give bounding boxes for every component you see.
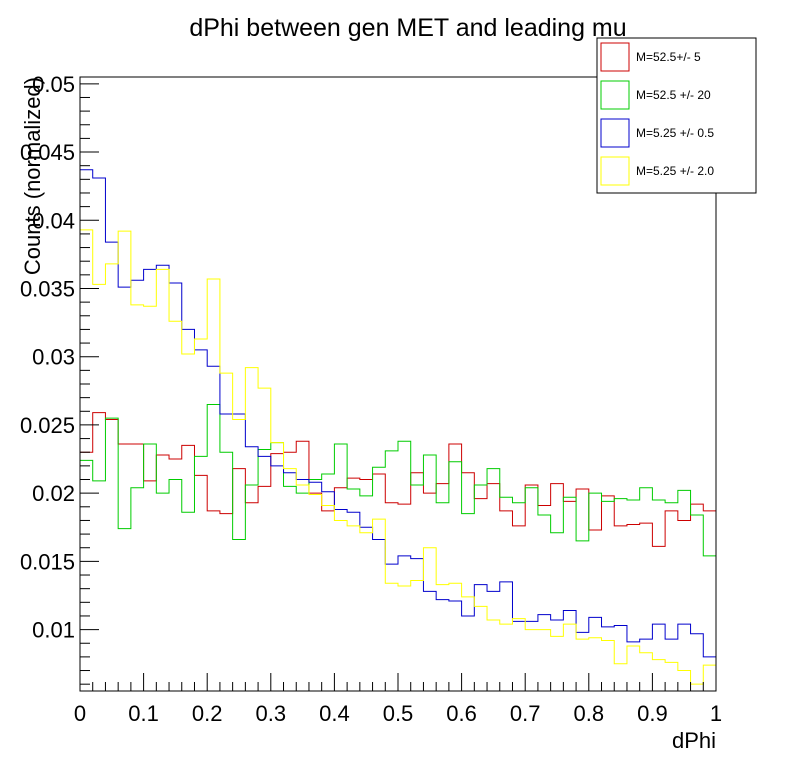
x-axis: 0 0.1 0.2 0.3 0.4 0.5 0.6 0.7 0.8 0.9 1 [74,673,722,726]
y-tick-label: 0.035 [20,276,75,301]
series-line-3 [80,169,716,658]
legend-entry-label: M=5.25 +/- 2.0 [636,164,714,178]
x-tick-label: 0.3 [256,701,287,726]
series-line-1 [80,412,716,547]
legend-box [596,37,757,194]
series-line-4 [80,229,716,685]
series-line-2 [80,403,716,557]
x-tick-label: 0.9 [637,701,668,726]
x-tick-label: 0.2 [192,701,223,726]
legend-entry-label: M=5.25 +/- 0.5 [636,126,714,140]
y-tick-label: 0.02 [32,481,75,506]
y-tick-label: 0.01 [32,618,75,643]
y-axis-label: Counts (normalized) [20,77,45,275]
y-tick-label: 0.015 [20,549,75,574]
x-tick-label: 0.7 [510,701,541,726]
x-tick-label: 0 [74,701,86,726]
x-tick-label: 0.1 [128,701,159,726]
x-tick-label: 0.4 [319,701,350,726]
y-axis: 0.01 0.015 0.02 0.025 0.03 0.035 0.04 0.045 0.05 [20,72,99,685]
legend-swatch [600,80,630,110]
legend-swatch [600,156,630,186]
chart-title: dPhi between gen MET and leading mu [189,14,626,42]
x-tick-label: 0.6 [446,701,477,726]
legend-swatch [600,42,630,72]
legend-swatch [600,118,630,148]
y-tick-label: 0.025 [20,413,75,438]
x-tick-label: 0.8 [574,701,605,726]
x-tick-label: 1 [710,701,722,726]
y-tick-label: 0.03 [32,345,75,370]
legend-entry-label: M=52.5 +/- 20 [636,88,711,102]
x-axis-label: dPhi [672,728,716,753]
legend-entry-label: M=52.5+/- 5 [636,50,701,64]
y-tick-label: 0.04 [32,208,75,233]
y-tick-label: 0.05 [32,72,75,97]
series-layer [80,169,716,685]
x-tick-label: 0.5 [383,701,414,726]
legend: M=52.5+/- 5 M=52.5 +/- 20 M=5.25 +/- 0.5 M=… [596,37,757,194]
y-tick-label: 0.045 [20,140,75,165]
